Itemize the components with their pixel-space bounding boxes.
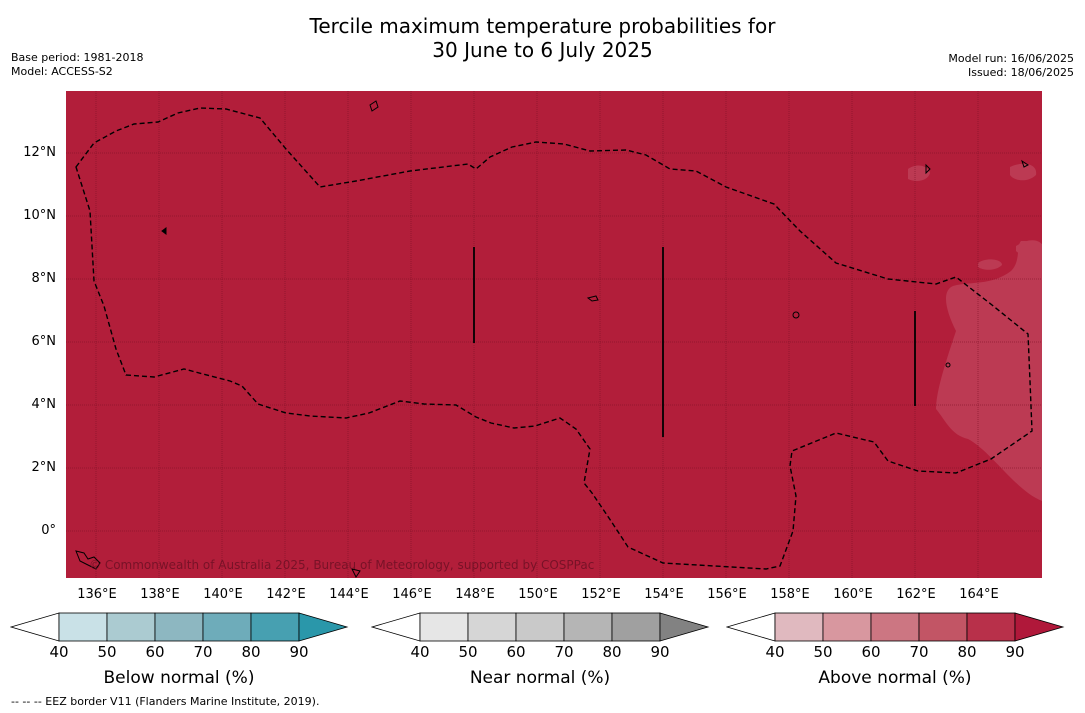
lon-label: 162°E — [896, 587, 936, 602]
lat-label: 6°N — [31, 334, 57, 349]
colorbar-below-segment — [58, 612, 108, 642]
colorbar-below-tick: 40 — [49, 643, 69, 661]
lon-label: 164°E — [959, 587, 999, 602]
colorbar-below-extend-high — [298, 612, 349, 642]
probability-patch-80-small-3 — [978, 259, 1002, 270]
colorbar-near-tick: 60 — [506, 643, 526, 661]
lon-label: 158°E — [770, 587, 810, 602]
colorbar-above-tick: 90 — [1005, 643, 1025, 661]
colorbar-below-segment — [106, 612, 156, 642]
colorbar-near-title: Near normal (%) — [469, 668, 611, 688]
title-line-2: 30 June to 6 July 2025 — [432, 38, 653, 62]
colorbar-near-segment — [467, 612, 517, 642]
colorbar-above-tick: 60 — [861, 643, 881, 661]
colorbar-below-segments — [10, 612, 349, 642]
colorbar-near-tick: 50 — [458, 643, 478, 661]
colorbar-below-tick: 60 — [145, 643, 165, 661]
lon-label: 156°E — [707, 587, 747, 602]
colorbar-below-segment — [154, 612, 204, 642]
colorbar-below-tick: 90 — [289, 643, 309, 661]
colorbar-near-extend-low — [371, 612, 421, 642]
model-run: Model run: 16/06/2025 — [948, 52, 1074, 65]
colorbar-below-tick: 80 — [241, 643, 261, 661]
graticule — [66, 91, 1042, 578]
colorbar-near-segments — [371, 612, 710, 642]
lon-label: 140°E — [203, 587, 243, 602]
colorbar-near-segment — [515, 612, 565, 642]
colorbar-above-tick: 50 — [813, 643, 833, 661]
colorbar-above-segment — [774, 612, 824, 642]
colorbar-above-extend-high — [1014, 612, 1065, 642]
colorbar-near-tick: 40 — [410, 643, 430, 661]
model-name: Model: ACCESS-S2 — [11, 65, 113, 78]
colorbar-above — [726, 612, 1065, 642]
lon-label: 138°E — [140, 587, 180, 602]
lon-label: 148°E — [455, 587, 495, 602]
probability-patch-80-small-2 — [1010, 163, 1037, 181]
eez-border — [75, 107, 1033, 570]
meta-left: Base period: 1981-2018 Model: ACCESS-S2 — [11, 51, 143, 79]
colorbar-below-tick: 70 — [193, 643, 213, 661]
colorbar-near — [371, 612, 710, 642]
lon-label: 136°E — [77, 587, 117, 602]
colorbar-above-tick: 80 — [957, 643, 977, 661]
colorbar-below-segment — [202, 612, 252, 642]
lat-label: 10°N — [23, 208, 56, 223]
map-panel — [66, 91, 1042, 578]
reference-lines — [473, 247, 916, 437]
islands — [75, 100, 1029, 578]
probability-patch-80-small — [908, 165, 930, 181]
issued-date: Issued: 18/06/2025 — [967, 66, 1074, 79]
colorbar-above-segment — [966, 612, 1016, 642]
colorbar-above-title: Above normal (%) — [818, 668, 972, 688]
colorbar-above-extend-low — [726, 612, 776, 642]
lon-label: 154°E — [644, 587, 684, 602]
lon-label: 152°E — [581, 587, 621, 602]
lon-label: 150°E — [518, 587, 558, 602]
lat-label: 12°N — [23, 145, 56, 160]
copyright-notice: © Commonwealth of Australia 2025, Bureau… — [89, 558, 595, 572]
colorbar-below-segment — [250, 612, 300, 642]
colorbar-near-tick: 70 — [554, 643, 574, 661]
meta-right: Model run: 16/06/2025 Issued: 18/06/2025 — [948, 52, 1074, 80]
lon-label: 146°E — [392, 587, 432, 602]
lon-label: 160°E — [833, 587, 873, 602]
colorbar-near-extend-high — [659, 612, 710, 642]
eez-footnote: -- -- -- EEZ border V11 (Flanders Marine… — [11, 695, 320, 708]
colorbar-below — [10, 612, 349, 642]
chart-title: Tercile maximum temperature probabilitie… — [0, 14, 1085, 62]
colorbar-above-tick: 70 — [909, 643, 929, 661]
title-line-1: Tercile maximum temperature probabilitie… — [309, 14, 776, 38]
colorbar-above-segment — [918, 612, 968, 642]
probability-patch-80-east — [1016, 240, 1042, 261]
lat-label: 8°N — [31, 271, 57, 286]
lat-label: 4°N — [31, 397, 57, 412]
colorbar-below-extend-low — [10, 612, 60, 642]
probability-patch-80 — [936, 241, 1042, 578]
colorbar-above-segment — [870, 612, 920, 642]
colorbar-near-segment — [419, 612, 469, 642]
map-svg — [66, 91, 1042, 578]
lat-label: 2°N — [31, 460, 57, 475]
colorbar-near-segment — [611, 612, 661, 642]
colorbar-below-title: Below normal (%) — [103, 668, 255, 688]
colorbar-below-tick: 50 — [97, 643, 117, 661]
colorbar-near-tick: 90 — [650, 643, 670, 661]
base-period: Base period: 1981-2018 — [11, 51, 144, 64]
colorbar-near-tick: 80 — [602, 643, 622, 661]
colorbar-above-segment — [822, 612, 872, 642]
lon-label: 144°E — [329, 587, 369, 602]
colorbar-above-segments — [726, 612, 1065, 642]
lon-label: 142°E — [266, 587, 306, 602]
colorbar-above-tick: 40 — [765, 643, 785, 661]
lat-label: 0° — [41, 523, 56, 538]
colorbar-near-segment — [563, 612, 613, 642]
